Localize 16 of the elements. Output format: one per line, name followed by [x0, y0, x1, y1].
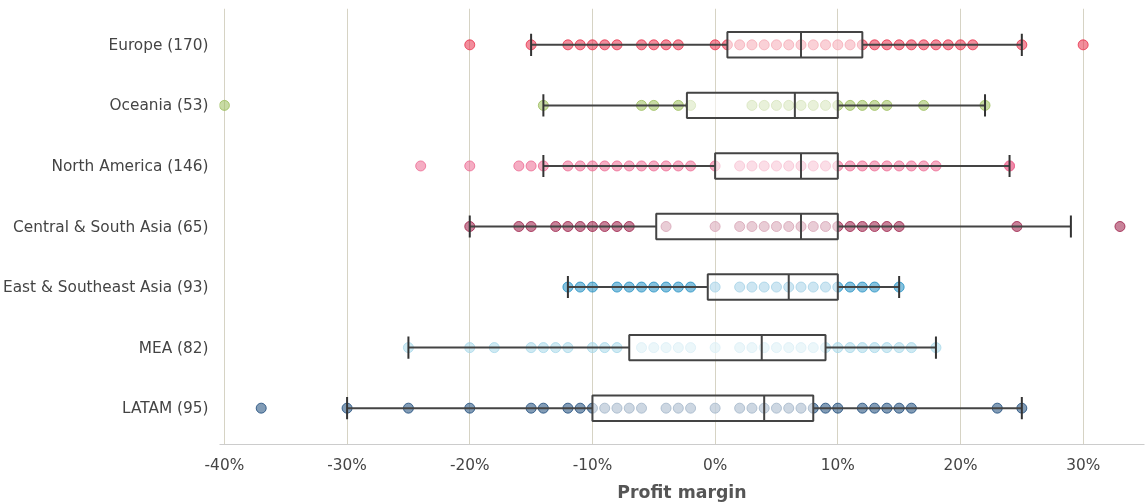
x-tick-label: 10% [820, 455, 855, 474]
x-tick-label: 30% [1066, 455, 1101, 474]
y-tick-label: Oceania (53) [109, 96, 209, 115]
y-tick-label: LATAM (95) [122, 399, 209, 418]
y-tick-label: East & Southeast Asia (93) [3, 278, 209, 297]
x-tick-label: -10% [572, 455, 613, 474]
y-tick-label: MEA (82) [138, 338, 209, 357]
x-axis-title: Profit margin [617, 481, 747, 502]
y-tick-label: Central & South Asia (65) [13, 217, 209, 236]
x-tick-label: -40% [204, 455, 245, 474]
x-tick-label: -30% [327, 455, 367, 474]
x-tick-label: -20% [449, 455, 490, 474]
x-tick-label: 0% [702, 455, 728, 474]
y-tick-label: North America (146) [51, 156, 209, 175]
y-tick-label: Europe (170) [108, 35, 209, 54]
x-tick-label: 20% [943, 455, 978, 474]
